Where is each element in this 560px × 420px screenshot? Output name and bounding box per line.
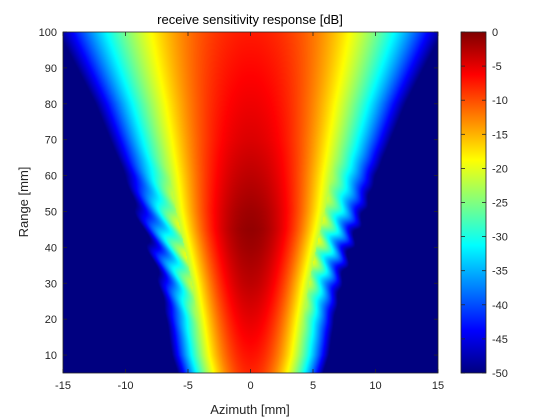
x-tick-label: -10 bbox=[118, 380, 134, 392]
colorbar-tick-label: 0 bbox=[492, 27, 498, 39]
x-tick-label: 5 bbox=[310, 380, 316, 392]
heatmap-image bbox=[63, 32, 438, 373]
y-tick-label: 40 bbox=[45, 242, 57, 254]
x-tick-label: -5 bbox=[183, 380, 193, 392]
y-axis-ticks: 10 20 30 40 50 60 70 80 90 100 bbox=[39, 27, 438, 362]
colorbar-tick-label: -45 bbox=[492, 334, 508, 346]
x-tick-label: 15 bbox=[432, 380, 444, 392]
x-axis-ticks: -15 -10 -5 0 5 10 15 bbox=[55, 32, 444, 392]
colorbar-ticks: 0 -5 -10 -15 -20 -25 -30 -35 -40 -45 -50 bbox=[461, 27, 508, 380]
y-tick-label: 20 bbox=[45, 314, 57, 326]
colorbar-tick-label: -5 bbox=[492, 61, 502, 73]
y-tick-label: 70 bbox=[45, 135, 57, 147]
x-tick-label: 0 bbox=[247, 380, 253, 392]
y-tick-label: 60 bbox=[45, 171, 57, 183]
colorbar-tick-label: -40 bbox=[492, 300, 508, 312]
x-tick-label: 10 bbox=[369, 380, 381, 392]
colorbar-tick-label: -15 bbox=[492, 129, 508, 141]
y-axis-label: Range [mm] bbox=[16, 167, 31, 238]
y-tick-label: 30 bbox=[45, 278, 57, 290]
x-tick-label: -15 bbox=[55, 380, 71, 392]
colorbar-tick-label: -10 bbox=[492, 95, 508, 107]
y-tick-label: 10 bbox=[45, 350, 57, 362]
x-axis-label: Azimuth [mm] bbox=[210, 402, 289, 417]
y-tick-label: 80 bbox=[45, 99, 57, 111]
y-tick-label: 90 bbox=[45, 63, 57, 75]
colorbar-tick-label: -50 bbox=[492, 368, 508, 380]
colorbar-tick-label: -20 bbox=[492, 163, 508, 175]
plot-area bbox=[62, 31, 439, 374]
colorbar-tick-label: -30 bbox=[492, 232, 508, 244]
colorbar-fill bbox=[461, 32, 486, 373]
y-tick-label: 50 bbox=[45, 206, 57, 218]
colorbar-tick-label: -35 bbox=[492, 266, 508, 278]
y-tick-label: 100 bbox=[39, 27, 57, 39]
chart-title: receive sensitivity response [dB] bbox=[157, 12, 343, 27]
colorbar: 0 -5 -10 -15 -20 -25 -30 -35 -40 -45 -50 bbox=[460, 27, 508, 380]
colorbar-tick-label: -25 bbox=[492, 198, 508, 210]
